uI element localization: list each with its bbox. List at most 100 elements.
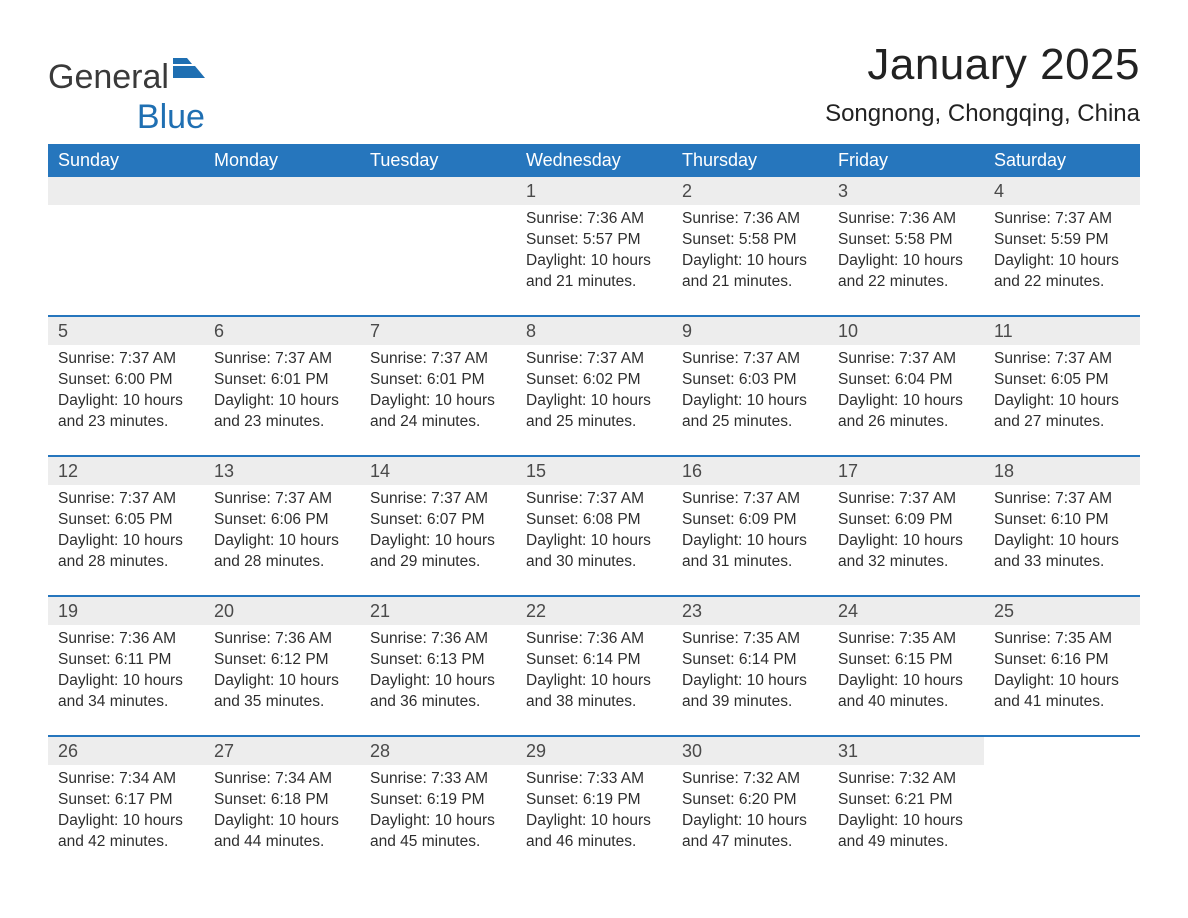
logo-text-blue: Blue [50, 100, 205, 134]
day-number: 18 [984, 457, 1140, 485]
day-number: 20 [204, 597, 360, 625]
sunrise-line: Sunrise: 7:37 AM [994, 349, 1130, 370]
sunrise-line: Sunrise: 7:36 AM [370, 629, 506, 650]
daylight-line: Daylight: 10 hours and 25 minutes. [526, 391, 662, 433]
sunset-line: Sunset: 6:06 PM [214, 510, 350, 531]
calendar-head: SundayMondayTuesdayWednesdayThursdayFrid… [48, 144, 1140, 177]
day-number: 13 [204, 457, 360, 485]
daylight-line: Daylight: 10 hours and 30 minutes. [526, 531, 662, 573]
sunrise-line: Sunrise: 7:36 AM [838, 209, 974, 230]
day-number: 31 [828, 737, 984, 765]
sunset-line: Sunset: 6:09 PM [838, 510, 974, 531]
calendar-cell: 6Sunrise: 7:37 AMSunset: 6:01 PMDaylight… [204, 316, 360, 456]
sunset-line: Sunset: 6:05 PM [58, 510, 194, 531]
daylight-line: Daylight: 10 hours and 33 minutes. [994, 531, 1130, 573]
calendar-cell: 29Sunrise: 7:33 AMSunset: 6:19 PMDayligh… [516, 736, 672, 875]
daylight-line: Daylight: 10 hours and 42 minutes. [58, 811, 194, 853]
day-number: 11 [984, 317, 1140, 345]
sunrise-line: Sunrise: 7:37 AM [526, 349, 662, 370]
sunrise-line: Sunrise: 7:36 AM [682, 209, 818, 230]
sunset-line: Sunset: 5:57 PM [526, 230, 662, 251]
calendar-table: SundayMondayTuesdayWednesdayThursdayFrid… [48, 144, 1140, 875]
sunrise-line: Sunrise: 7:37 AM [838, 349, 974, 370]
daylight-line: Daylight: 10 hours and 24 minutes. [370, 391, 506, 433]
day-number: 30 [672, 737, 828, 765]
calendar-week: 26Sunrise: 7:34 AMSunset: 6:17 PMDayligh… [48, 736, 1140, 875]
logo-text-general: General [48, 60, 169, 94]
daylight-line: Daylight: 10 hours and 38 minutes. [526, 671, 662, 713]
sunset-line: Sunset: 6:13 PM [370, 650, 506, 671]
calendar-cell: 1Sunrise: 7:36 AMSunset: 5:57 PMDaylight… [516, 177, 672, 316]
sunrise-line: Sunrise: 7:35 AM [682, 629, 818, 650]
daylight-line: Daylight: 10 hours and 49 minutes. [838, 811, 974, 853]
sunrise-line: Sunrise: 7:37 AM [58, 349, 194, 370]
calendar-cell: 16Sunrise: 7:37 AMSunset: 6:09 PMDayligh… [672, 456, 828, 596]
weekday-header: Monday [204, 144, 360, 177]
daylight-line: Daylight: 10 hours and 23 minutes. [214, 391, 350, 433]
sunrise-line: Sunrise: 7:35 AM [994, 629, 1130, 650]
weekday-header: Sunday [48, 144, 204, 177]
calendar-cell: 18Sunrise: 7:37 AMSunset: 6:10 PMDayligh… [984, 456, 1140, 596]
calendar-cell: 28Sunrise: 7:33 AMSunset: 6:19 PMDayligh… [360, 736, 516, 875]
weekday-header: Thursday [672, 144, 828, 177]
calendar-cell: 19Sunrise: 7:36 AMSunset: 6:11 PMDayligh… [48, 596, 204, 736]
location-subtitle: Songnong, Chongqing, China [825, 100, 1140, 128]
day-number: 23 [672, 597, 828, 625]
sunrise-line: Sunrise: 7:37 AM [214, 489, 350, 510]
sunset-line: Sunset: 6:02 PM [526, 370, 662, 391]
calendar-cell [360, 177, 516, 316]
sunrise-line: Sunrise: 7:34 AM [214, 769, 350, 790]
day-number: 9 [672, 317, 828, 345]
calendar-cell: 22Sunrise: 7:36 AMSunset: 6:14 PMDayligh… [516, 596, 672, 736]
daylight-line: Daylight: 10 hours and 26 minutes. [838, 391, 974, 433]
calendar-week: 5Sunrise: 7:37 AMSunset: 6:00 PMDaylight… [48, 316, 1140, 456]
day-number: 8 [516, 317, 672, 345]
weekday-header: Tuesday [360, 144, 516, 177]
sunset-line: Sunset: 6:05 PM [994, 370, 1130, 391]
calendar-cell: 12Sunrise: 7:37 AMSunset: 6:05 PMDayligh… [48, 456, 204, 596]
daylight-line: Daylight: 10 hours and 22 minutes. [838, 251, 974, 293]
day-number: 16 [672, 457, 828, 485]
sunrise-line: Sunrise: 7:37 AM [682, 489, 818, 510]
daylight-line: Daylight: 10 hours and 23 minutes. [58, 391, 194, 433]
calendar-week: 19Sunrise: 7:36 AMSunset: 6:11 PMDayligh… [48, 596, 1140, 736]
day-number: 14 [360, 457, 516, 485]
weekday-header: Friday [828, 144, 984, 177]
calendar-cell: 31Sunrise: 7:32 AMSunset: 6:21 PMDayligh… [828, 736, 984, 875]
day-number: 21 [360, 597, 516, 625]
sunrise-line: Sunrise: 7:34 AM [58, 769, 194, 790]
daylight-line: Daylight: 10 hours and 46 minutes. [526, 811, 662, 853]
sunset-line: Sunset: 6:08 PM [526, 510, 662, 531]
daylight-line: Daylight: 10 hours and 21 minutes. [682, 251, 818, 293]
calendar-cell [984, 736, 1140, 875]
daylight-line: Daylight: 10 hours and 22 minutes. [994, 251, 1130, 293]
logo-flag-icon [173, 58, 205, 78]
day-number: 29 [516, 737, 672, 765]
daylight-line: Daylight: 10 hours and 35 minutes. [214, 671, 350, 713]
calendar-cell: 3 Sunrise: 7:36 AMSunset: 5:58 PMDaylight… [828, 177, 984, 316]
day-number: 12 [48, 457, 204, 485]
sunrise-line: Sunrise: 7:37 AM [526, 489, 662, 510]
sunset-line: Sunset: 6:21 PM [838, 790, 974, 811]
calendar-cell: 10Sunrise: 7:37 AMSunset: 6:04 PMDayligh… [828, 316, 984, 456]
sunset-line: Sunset: 6:01 PM [214, 370, 350, 391]
day-number: 7 [360, 317, 516, 345]
sunrise-line: Sunrise: 7:37 AM [838, 489, 974, 510]
calendar-cell: 21Sunrise: 7:36 AMSunset: 6:13 PMDayligh… [360, 596, 516, 736]
sunset-line: Sunset: 5:58 PM [838, 230, 974, 251]
calendar-week: 1Sunrise: 7:36 AMSunset: 5:57 PMDaylight… [48, 177, 1140, 316]
day-number: 19 [48, 597, 204, 625]
sunrise-line: Sunrise: 7:37 AM [370, 349, 506, 370]
sunset-line: Sunset: 6:20 PM [682, 790, 818, 811]
day-number: 17 [828, 457, 984, 485]
sunrise-line: Sunrise: 7:37 AM [994, 209, 1130, 230]
sunset-line: Sunset: 6:07 PM [370, 510, 506, 531]
sunset-line: Sunset: 6:18 PM [214, 790, 350, 811]
day-number: 24 [828, 597, 984, 625]
sunset-line: Sunset: 6:00 PM [58, 370, 194, 391]
sunset-line: Sunset: 6:03 PM [682, 370, 818, 391]
calendar-cell: 4Sunrise: 7:37 AMSunset: 5:59 PMDaylight… [984, 177, 1140, 316]
day-number [360, 177, 516, 205]
day-number: 3 [828, 177, 984, 205]
sunrise-line: Sunrise: 7:37 AM [370, 489, 506, 510]
